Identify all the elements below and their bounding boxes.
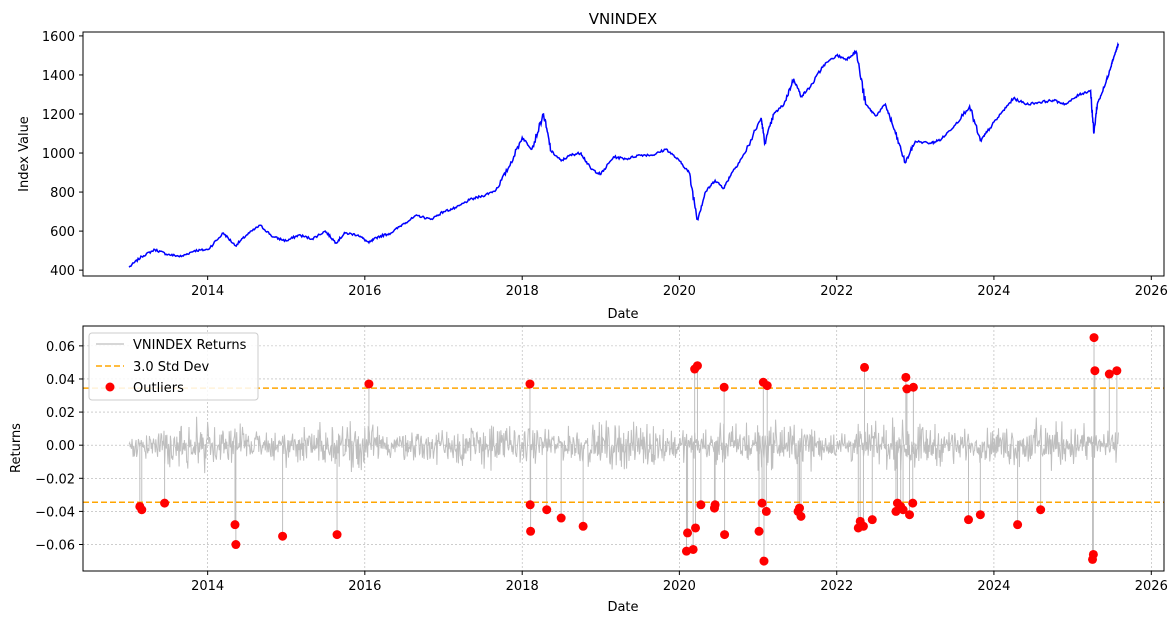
legend-box	[88, 332, 259, 401]
outlier-point	[759, 556, 769, 566]
outlier-point	[688, 544, 698, 554]
y-tick-label: −0.06	[35, 539, 75, 554]
y-tick-label: 600	[50, 225, 75, 240]
outlier-point	[160, 498, 170, 508]
x-tick-label: 2014	[191, 579, 224, 594]
x-tick-label: 2020	[663, 579, 696, 594]
outlier-point	[1013, 520, 1023, 530]
x-tick-label: 2026	[1135, 284, 1168, 299]
returns-ticks: 2014 2016 2018 2020 2022 2024 2026 0.06 0.04 0.02…	[35, 340, 1168, 594]
outlier-point	[905, 510, 915, 520]
y-tick-label: 1000	[42, 147, 75, 162]
outlier-point	[1089, 333, 1099, 343]
outlier-point	[1036, 505, 1046, 515]
outlier-point	[230, 520, 240, 530]
outlier-point	[683, 528, 693, 538]
outlier-point	[692, 361, 702, 371]
outlier-point	[1112, 366, 1122, 376]
outlier-point	[860, 362, 870, 372]
outlier-point	[858, 521, 868, 531]
outlier-point	[364, 379, 374, 389]
returns-series	[128, 416, 1119, 474]
x-tick-label: 2018	[506, 579, 539, 594]
outlier-point	[526, 526, 536, 536]
outlier-point	[332, 530, 342, 540]
outlier-point	[757, 498, 767, 508]
outlier-point	[137, 505, 147, 515]
outlier-point	[754, 526, 764, 536]
y-tick-label: 0.06	[46, 340, 75, 355]
outlier-point	[525, 379, 535, 389]
outlier-point	[908, 382, 918, 392]
price-ticks: 2014 2016 2018 2020 2022 2024 2026 400 600 800 100…	[42, 30, 1168, 299]
outlier-point	[1090, 366, 1100, 376]
outlier-stems	[139, 337, 1118, 562]
outlier-point	[719, 382, 729, 392]
outlier-point	[525, 500, 535, 510]
y-tick-label: 0.04	[46, 373, 75, 388]
y-tick-label: 1400	[42, 69, 75, 84]
price-axes-frame	[82, 31, 1165, 277]
outlier-point	[898, 505, 908, 515]
legend-outlier-label: Outliers	[133, 381, 184, 396]
outlier-point	[556, 513, 566, 523]
price-line	[128, 41, 1120, 268]
outlier-point	[542, 505, 552, 515]
outlier-point	[964, 515, 974, 525]
y-tick-label: −0.02	[35, 472, 75, 487]
x-tick-label: 2024	[977, 579, 1010, 594]
outlier-point	[762, 381, 772, 391]
y-tick-label: 400	[50, 264, 75, 279]
x-tick-label: 2022	[820, 579, 853, 594]
x-tick-label: 2024	[977, 284, 1010, 299]
outlier-point	[901, 372, 911, 382]
y-tick-label: 1600	[42, 30, 75, 45]
outlier-point	[795, 503, 805, 513]
x-tick-label: 2014	[191, 284, 224, 299]
price-chart: VNINDEX 2014 2016 2018 2020 2022 2024 2026 400 6…	[17, 10, 1168, 322]
outlier-point	[908, 498, 918, 508]
x-tick-label: 2018	[506, 284, 539, 299]
x-tick-label: 2020	[663, 284, 696, 299]
outlier-point	[867, 515, 877, 525]
price-series	[128, 41, 1120, 268]
price-x-label: Date	[607, 307, 638, 322]
x-tick-label: 2026	[1135, 579, 1168, 594]
y-tick-label: 800	[50, 186, 75, 201]
outlier-point	[1104, 369, 1114, 379]
y-tick-label: 0.00	[46, 439, 75, 454]
chart-title: VNINDEX	[589, 10, 657, 28]
price-y-label: Index Value	[17, 116, 32, 192]
legend-returns-label: VNINDEX Returns	[133, 338, 247, 353]
y-tick-label: 1200	[42, 108, 75, 123]
outlier-point	[1088, 549, 1098, 559]
outlier-point	[691, 523, 701, 533]
returns-line	[128, 416, 1119, 474]
y-tick-label: 0.02	[46, 406, 75, 421]
std-dev-lines	[83, 387, 1164, 504]
outlier-point	[720, 530, 730, 540]
returns-y-label: Returns	[9, 423, 24, 473]
x-tick-label: 2016	[348, 579, 381, 594]
outlier-point	[696, 500, 706, 510]
returns-x-label: Date	[607, 600, 638, 615]
outlier-point	[578, 521, 588, 531]
y-tick-label: −0.04	[35, 505, 75, 520]
x-tick-label: 2022	[820, 284, 853, 299]
outlier-point	[278, 531, 288, 541]
returns-axes-frame	[82, 325, 1165, 572]
legend-outlier-swatch	[105, 382, 115, 392]
returns-chart: 2014 2016 2018 2020 2022 2024 2026 0.06 0.04 0.02…	[9, 325, 1168, 615]
x-tick-label: 2016	[348, 284, 381, 299]
outlier-point	[761, 506, 771, 516]
outlier-point	[796, 511, 806, 521]
outlier-point	[975, 510, 985, 520]
outlier-point	[231, 540, 241, 550]
legend: VNINDEX Returns 3.0 Std Dev Outliers	[88, 332, 259, 401]
legend-std-label: 3.0 Std Dev	[133, 360, 210, 375]
outlier-point	[710, 500, 720, 510]
outlier-markers	[135, 333, 1122, 566]
